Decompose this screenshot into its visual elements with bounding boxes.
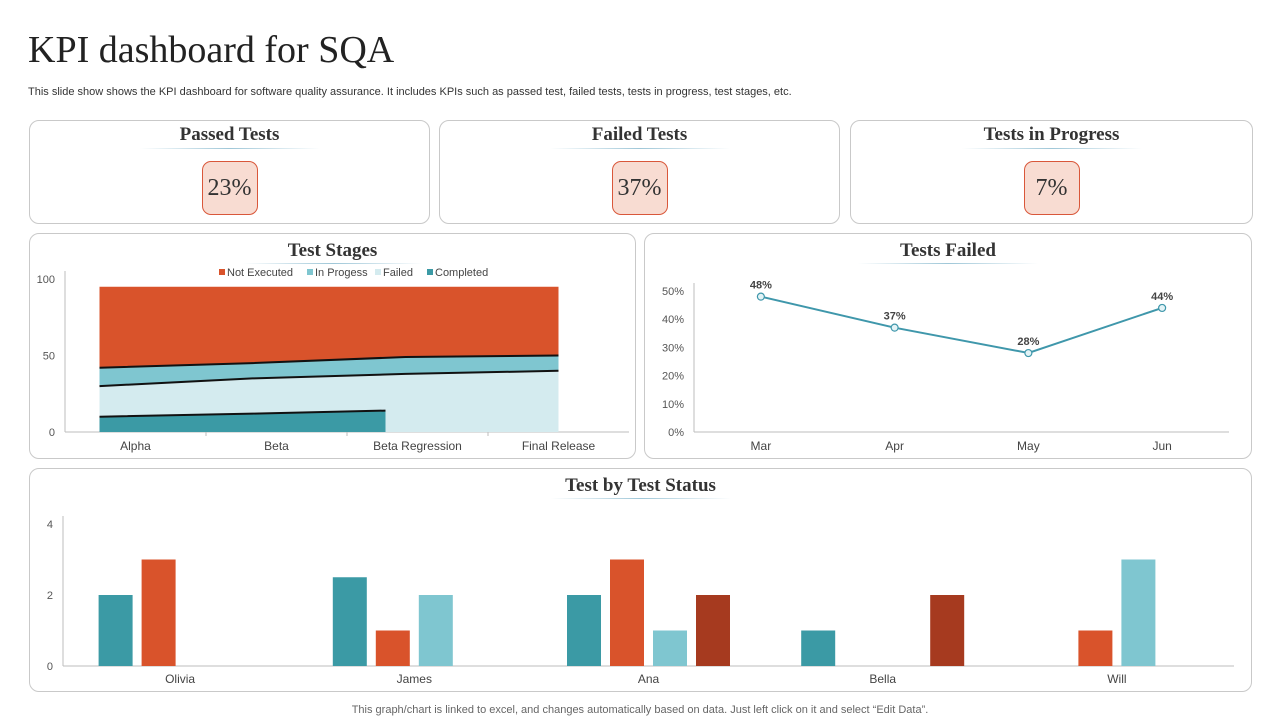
x-tick-label: Apr [885, 439, 904, 453]
x-tick-label: Final Release [522, 439, 596, 453]
y-tick-label: 2 [47, 590, 53, 602]
test-status-chart: 0 2 4 Olivia James Ana Bella Will [47, 516, 1234, 686]
x-tick-label: Ana [638, 672, 660, 686]
legend-swatch [427, 269, 433, 275]
line-completed [99, 409, 386, 418]
kpi-value: 37% [611, 161, 668, 215]
x-tick-label: Beta [264, 439, 289, 453]
bar [930, 595, 965, 666]
area-in-progress [99, 355, 559, 387]
chart-title: Tests Failed [900, 240, 996, 261]
y-tick-label: 0 [49, 427, 55, 439]
bar [696, 595, 730, 666]
title-underline [242, 263, 423, 264]
data-label: 37% [884, 311, 906, 323]
test-stages-chart: 0 50 100 Alpha Beta Beta Regression Final Rele… [37, 267, 629, 453]
y-tick-label: 100 [37, 274, 55, 286]
title-underline [961, 148, 1142, 149]
y-tick-label: 40% [662, 314, 684, 326]
y-tick-label: 0% [668, 427, 684, 439]
x-tick-label: May [1017, 439, 1040, 453]
bar [567, 595, 601, 666]
x-tick-label: Mar [751, 439, 772, 453]
kpi-card-in-progress: Tests in Progress 7% [850, 120, 1253, 224]
data-point [890, 323, 899, 332]
title-underline [858, 263, 1038, 264]
line-in-progress [99, 354, 559, 369]
data-label: 44% [1151, 291, 1173, 303]
bar [610, 559, 644, 666]
bar [801, 630, 836, 666]
y-tick-label: 10% [662, 399, 684, 411]
title-underline [549, 148, 730, 149]
legend-label: Failed [383, 267, 413, 279]
bar [653, 630, 687, 666]
title-underline [139, 148, 320, 149]
line-failed [99, 369, 559, 388]
legend-swatch [375, 269, 381, 275]
x-tick-label: Beta Regression [373, 439, 462, 453]
footer-note: This graph/chart is linked to excel, and… [351, 704, 929, 716]
legend-label: In Progess [315, 267, 368, 279]
y-tick-label: 30% [662, 342, 684, 354]
kpi-label: Failed Tests [591, 124, 688, 145]
y-tick-label: 50 [43, 351, 55, 363]
x-tick-label: Jun [1152, 439, 1171, 453]
kpi-card-passed: Passed Tests 23% [29, 120, 430, 224]
kpi-label: Passed Tests [179, 124, 280, 145]
bar [1078, 630, 1113, 666]
kpi-value: 7% [1023, 161, 1080, 215]
y-tick-label: 50% [662, 286, 684, 298]
y-tick-label: 20% [662, 371, 684, 383]
bar [98, 595, 133, 666]
kpi-card-failed: Failed Tests 37% [439, 120, 840, 224]
chart-title: Test Stages [287, 240, 378, 261]
page-subtitle: This slide show shows the KPI dashboard … [28, 86, 792, 98]
data-point [756, 292, 765, 301]
bar [375, 630, 410, 666]
legend-swatch [307, 269, 313, 275]
title-underline [550, 498, 731, 499]
x-tick-label: Bella [869, 672, 896, 686]
legend-label: Completed [435, 267, 488, 279]
x-tick-label: James [397, 672, 432, 686]
bar [1121, 559, 1156, 666]
bar [332, 577, 367, 666]
y-tick-label: 4 [47, 519, 53, 531]
bar [141, 559, 176, 666]
area-not-executed [99, 286, 559, 368]
data-point [1158, 303, 1167, 313]
kpi-label: Tests in Progress [983, 124, 1120, 145]
data-point [1024, 348, 1033, 358]
data-label: 48% [750, 280, 772, 292]
page-title: KPI dashboard for SQA [28, 29, 395, 71]
legend-label: Not Executed [227, 267, 293, 279]
tests-failed-panel: Tests Failed [644, 233, 1252, 459]
x-tick-label: Olivia [165, 672, 195, 686]
y-tick-label: 0 [47, 661, 53, 673]
kpi-value: 23% [201, 161, 258, 215]
data-label: 28% [1017, 336, 1039, 348]
legend-swatch [219, 269, 225, 275]
chart-title: Test by Test Status [565, 475, 716, 496]
x-tick-label: Will [1107, 672, 1126, 686]
bar [418, 595, 453, 666]
tests-failed-chart: 0% 10% 20% 30% 40% 50% 48% 37% 28% 44% Mar Apr May Ju… [662, 280, 1229, 453]
x-tick-label: Alpha [120, 439, 151, 453]
series-line [760, 295, 1163, 355]
